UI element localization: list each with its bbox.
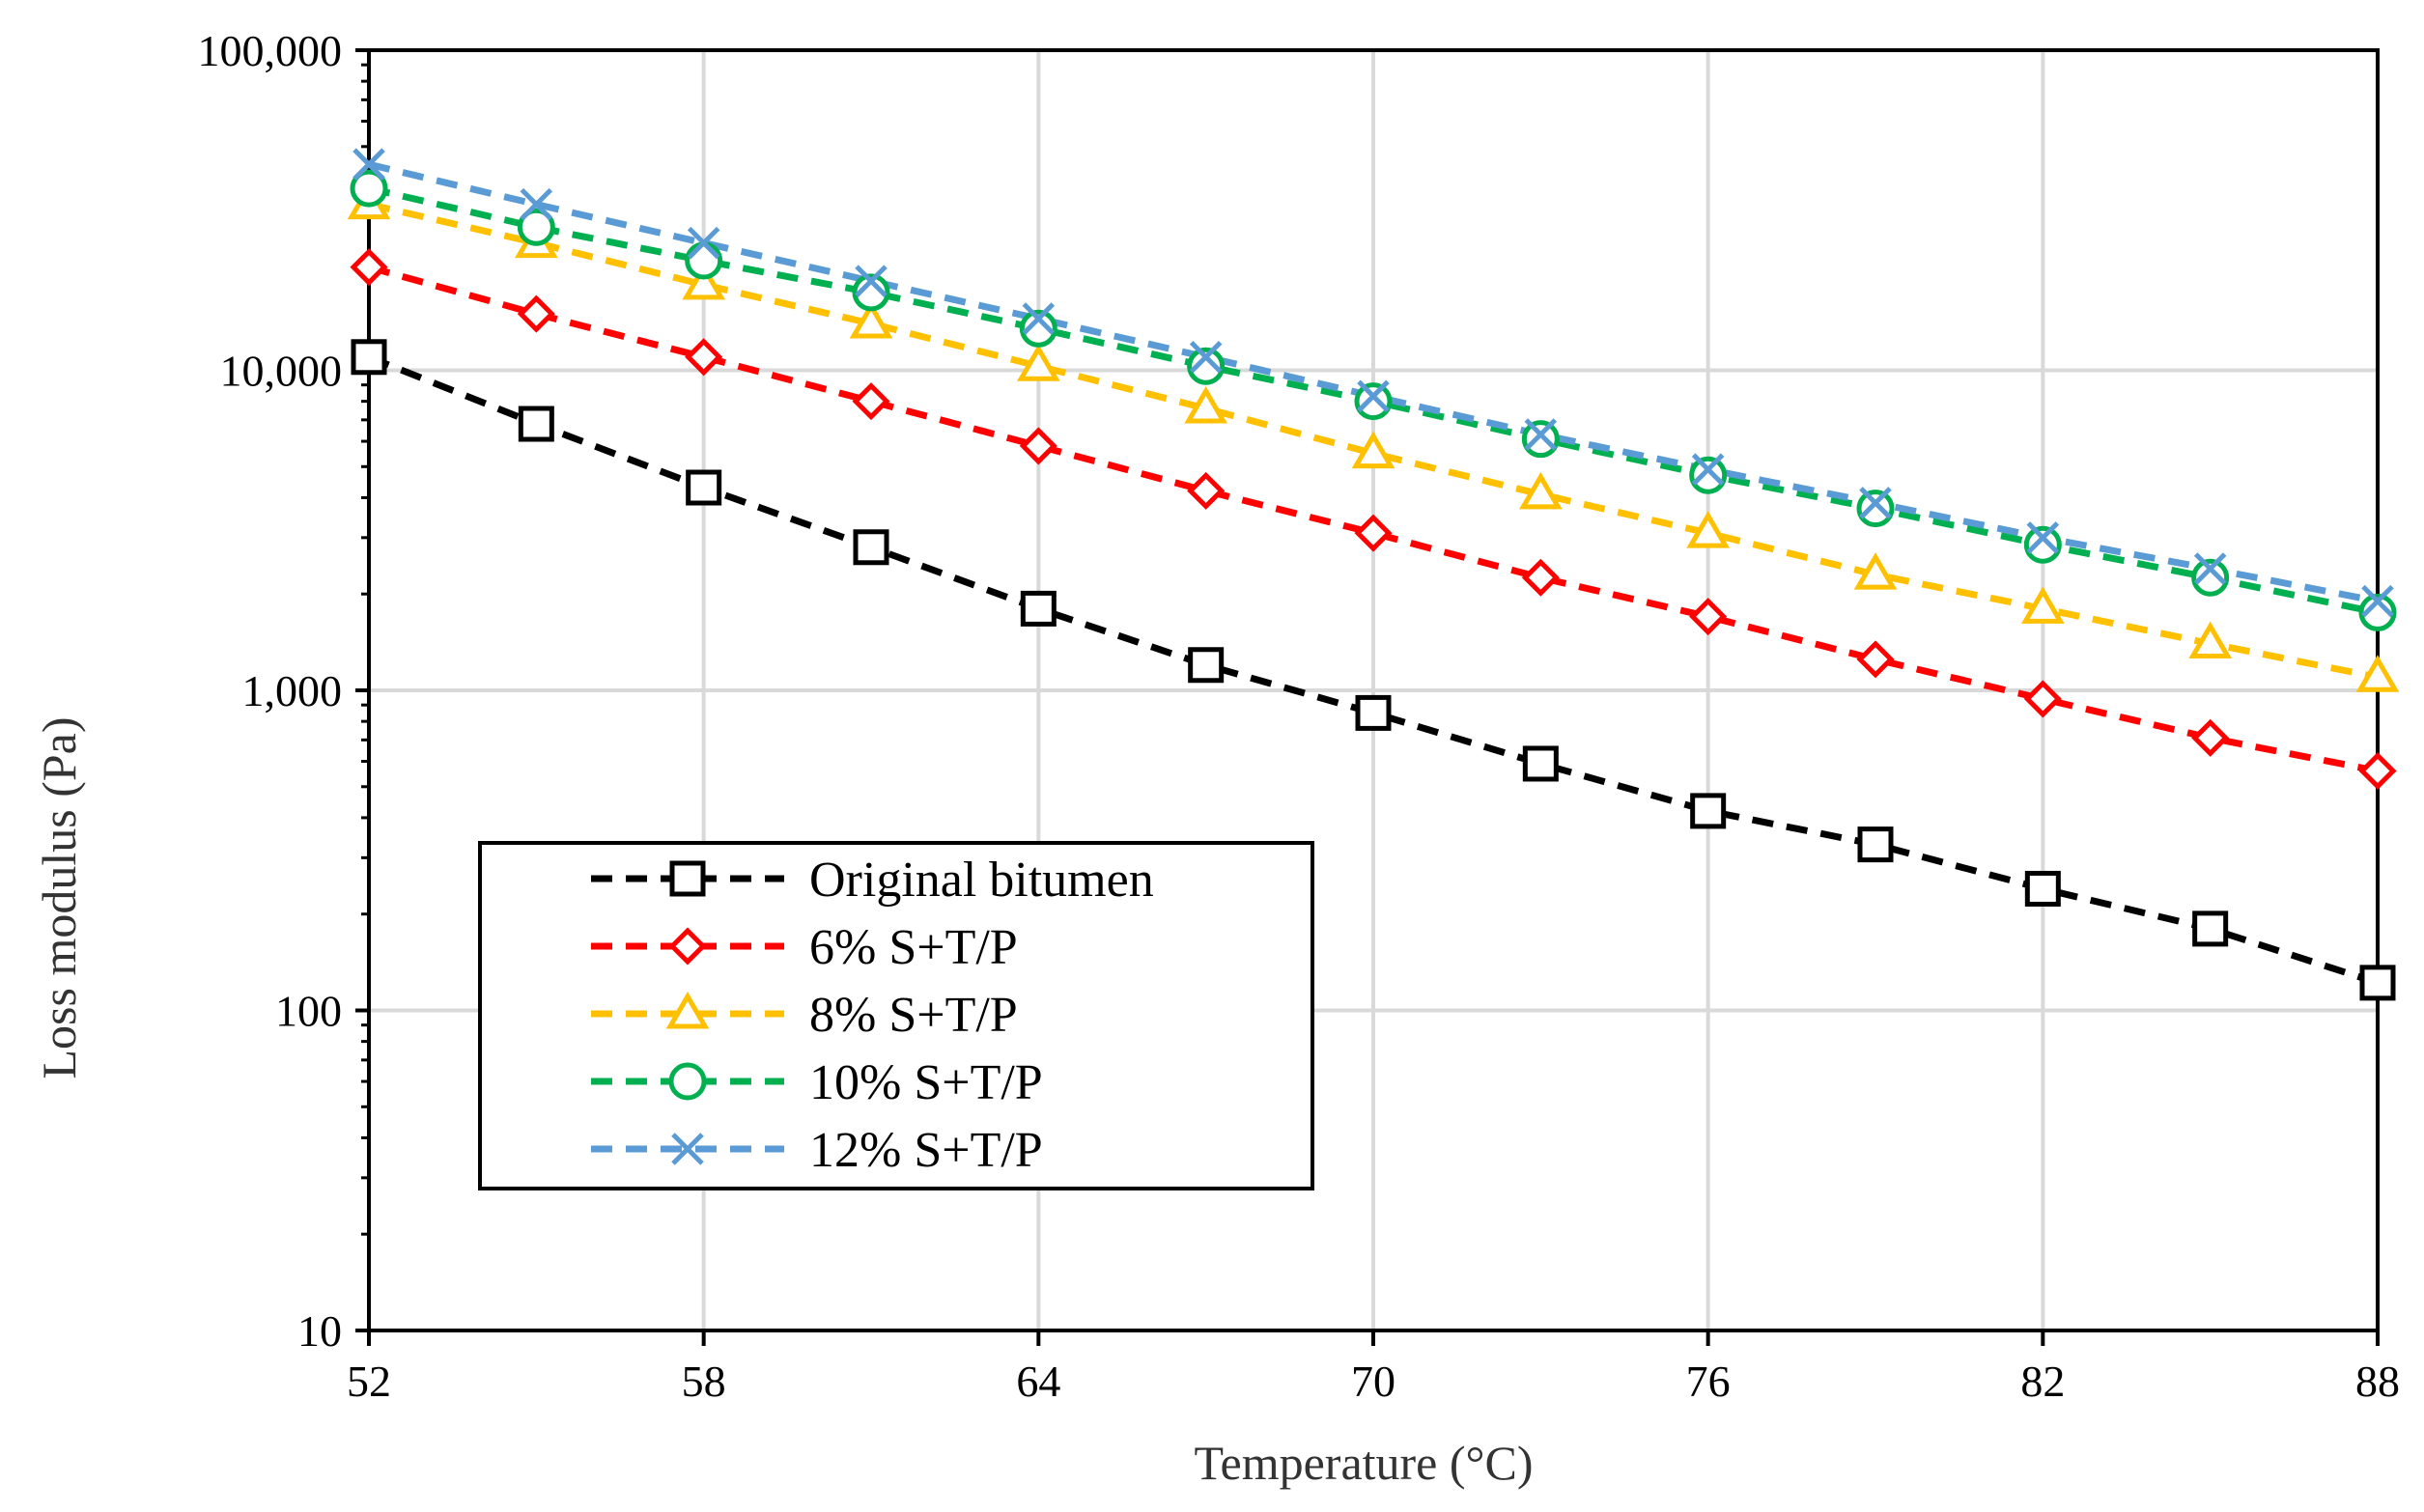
- data-point: [852, 382, 890, 421]
- data-point: [1189, 341, 1223, 374]
- data-point: [1689, 598, 1728, 636]
- legend-label: 10% S+T/P: [809, 1055, 1043, 1110]
- legend-label: 6% S+T/P: [809, 920, 1018, 975]
- data-point: [2020, 586, 2065, 624]
- y-tick-label: 100: [275, 987, 342, 1036]
- data-point: [2355, 655, 2400, 692]
- data-markers: [347, 148, 2400, 1001]
- data-point: [1019, 309, 1057, 348]
- data-point: [517, 294, 555, 333]
- data-point: [2023, 525, 2062, 564]
- data-point: [1522, 745, 1559, 782]
- data-point: [1857, 826, 1894, 863]
- data-point: [1187, 347, 1226, 385]
- data-point: [1355, 694, 1392, 731]
- data-point: [2188, 621, 2233, 659]
- data-point: [2193, 552, 2227, 585]
- data-point: [1690, 793, 1727, 829]
- data-point: [350, 248, 388, 287]
- axes: 10 100 1,000 10,000 100,000 52 58 64 70 76 82 88: [198, 26, 2401, 1406]
- x-axis-title: Temperature (°C): [1194, 1436, 1533, 1490]
- legend-label: Original bitumen: [809, 853, 1154, 908]
- data-point: [351, 339, 387, 376]
- data-point: [1019, 427, 1057, 465]
- legend: Original bitumen 6% S+T/P 8% S+T/P 10% S+T/…: [478, 841, 1314, 1190]
- x-tick-label: 76: [1686, 1357, 1731, 1406]
- legend-label: 12% S+T/P: [809, 1123, 1043, 1178]
- data-point: [1689, 456, 1728, 494]
- x-tick-label: 64: [1016, 1357, 1060, 1406]
- data-point: [1357, 379, 1390, 413]
- data-point: [685, 241, 723, 280]
- data-point: [1184, 386, 1228, 424]
- data-point: [687, 226, 720, 260]
- data-point: [1351, 431, 1395, 469]
- data-point: [671, 1133, 704, 1165]
- x-tick-label: 70: [1351, 1357, 1395, 1406]
- data-point: [1022, 302, 1056, 335]
- data-point: [2359, 965, 2396, 1001]
- data-point: [352, 148, 385, 181]
- data-point: [2023, 680, 2062, 718]
- y-tick-label: 1,000: [242, 666, 343, 715]
- data-point: [1686, 511, 1731, 548]
- data-point: [1354, 514, 1393, 552]
- data-point: [685, 338, 723, 377]
- data-point: [682, 262, 726, 300]
- data-point: [518, 406, 554, 442]
- data-point: [2358, 593, 2397, 631]
- data-point: [2191, 718, 2230, 757]
- data-point: [1859, 487, 1892, 519]
- data-point: [520, 187, 553, 221]
- data-point: [1016, 344, 1060, 381]
- data-point: [1691, 453, 1725, 486]
- data-point: [1020, 590, 1057, 627]
- data-point: [1354, 382, 1393, 421]
- data-point: [2191, 558, 2230, 597]
- data-point: [517, 208, 555, 246]
- data-point: [853, 529, 889, 566]
- data-point: [2024, 870, 2061, 907]
- legend-box: [478, 841, 1314, 1190]
- data-point: [849, 301, 893, 339]
- x-tick-label: 82: [2020, 1357, 2065, 1406]
- y-axis-title: Loss modulus (Pa): [32, 717, 86, 1079]
- data-point: [2192, 910, 2229, 947]
- data-point: [350, 169, 388, 208]
- data-point: [1524, 418, 1558, 451]
- data-point: [1853, 552, 1898, 590]
- data-point: [1187, 471, 1226, 510]
- y-tick-label: 10: [297, 1306, 342, 1356]
- y-tick-label: 10,000: [220, 347, 343, 396]
- data-point: [1856, 490, 1895, 528]
- data-point: [686, 469, 722, 506]
- x-tick-label: 88: [2355, 1357, 2400, 1406]
- data-point: [1188, 647, 1225, 684]
- data-point: [669, 860, 706, 897]
- data-point: [1521, 558, 1560, 597]
- data-point: [2026, 521, 2060, 554]
- data-point: [668, 1062, 707, 1101]
- data-point: [2358, 751, 2397, 791]
- data-point: [852, 273, 890, 312]
- x-tick-label: 52: [347, 1357, 391, 1406]
- y-tick-label: 100,000: [198, 26, 343, 75]
- data-point: [665, 992, 710, 1029]
- x-tick-label: 58: [682, 1357, 726, 1406]
- legend-label: 8% S+T/P: [809, 988, 1018, 1043]
- data-point: [1521, 420, 1560, 459]
- data-point: [668, 927, 707, 966]
- data-point: [855, 265, 888, 297]
- data-point: [2361, 584, 2394, 618]
- data-point: [1856, 640, 1895, 679]
- data-point: [1518, 471, 1563, 510]
